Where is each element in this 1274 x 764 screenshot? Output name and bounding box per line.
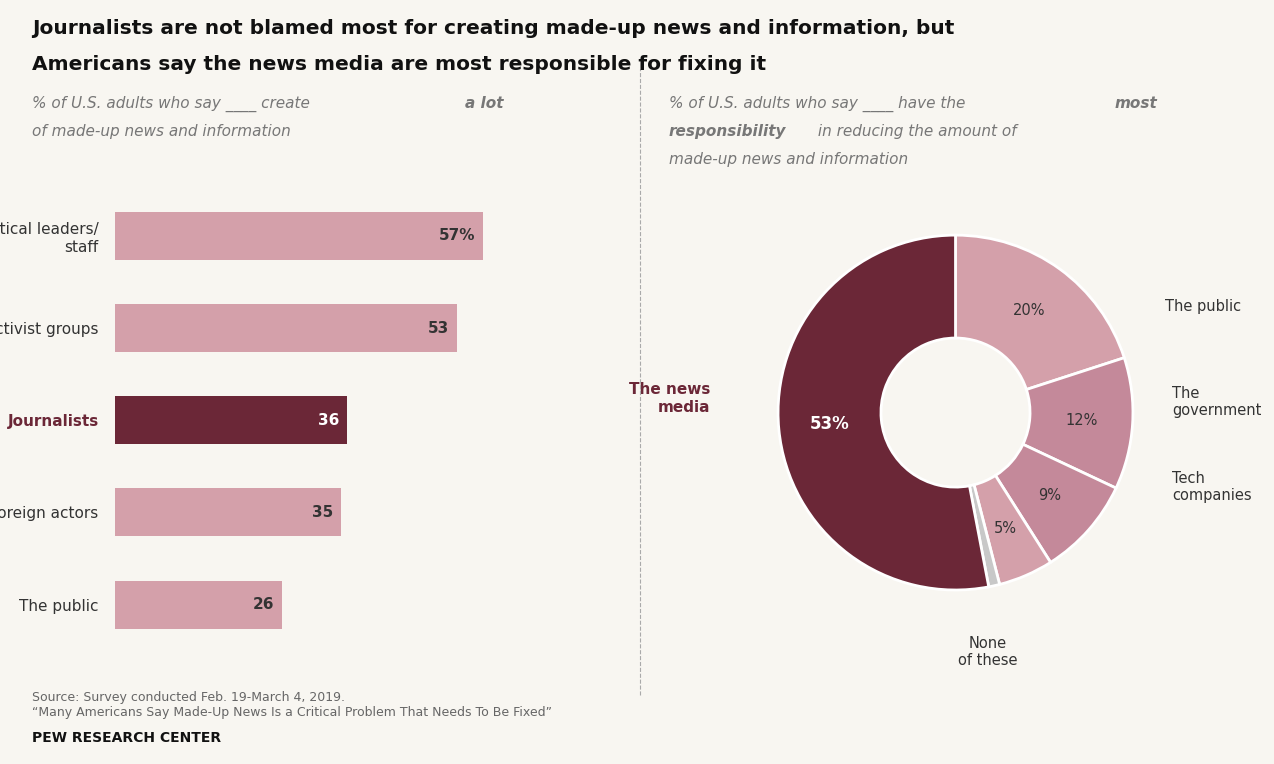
Text: The public: The public — [1164, 299, 1241, 313]
Text: 57%: 57% — [438, 228, 475, 243]
Wedge shape — [778, 235, 989, 590]
Wedge shape — [975, 475, 1051, 584]
Text: of made-up news and information: of made-up news and information — [32, 124, 290, 139]
Text: 35: 35 — [312, 505, 333, 520]
Text: 36: 36 — [318, 413, 339, 428]
Text: % of U.S. adults who say ____ create: % of U.S. adults who say ____ create — [32, 96, 315, 112]
Text: 26: 26 — [254, 597, 275, 612]
Bar — [115, 581, 283, 629]
Text: Journalists are not blamed most for creating made-up news and information, but: Journalists are not blamed most for crea… — [32, 19, 954, 38]
Text: % of U.S. adults who say ____ have the: % of U.S. adults who say ____ have the — [669, 96, 970, 112]
Text: 53%: 53% — [810, 416, 850, 433]
Text: Tech
companies: Tech companies — [1172, 471, 1251, 503]
Text: The
government: The government — [1172, 386, 1261, 418]
Text: PEW RESEARCH CENTER: PEW RESEARCH CENTER — [32, 731, 220, 745]
Wedge shape — [970, 484, 1000, 587]
Text: 9%: 9% — [1038, 488, 1061, 503]
Wedge shape — [995, 445, 1116, 562]
Bar — [115, 488, 340, 536]
Text: 12%: 12% — [1065, 413, 1097, 428]
Bar — [115, 397, 347, 444]
Text: in reducing the amount of: in reducing the amount of — [813, 124, 1017, 139]
Text: Americans say the news media are most responsible for fixing it: Americans say the news media are most re… — [32, 55, 766, 74]
Text: 53: 53 — [428, 321, 448, 335]
Bar — [115, 304, 457, 352]
Text: Source: Survey conducted Feb. 19-March 4, 2019.
“Many Americans Say Made-Up News: Source: Survey conducted Feb. 19-March 4… — [32, 691, 552, 720]
Text: 5%: 5% — [994, 521, 1017, 536]
Text: responsibility: responsibility — [669, 124, 786, 139]
Text: None
of these: None of these — [958, 636, 1017, 668]
Text: most: most — [1115, 96, 1158, 111]
Text: a lot: a lot — [465, 96, 503, 111]
Text: made-up news and information: made-up news and information — [669, 152, 908, 167]
Wedge shape — [1023, 358, 1133, 488]
Bar — [115, 212, 483, 260]
Text: 20%: 20% — [1013, 303, 1046, 318]
Wedge shape — [956, 235, 1124, 390]
Text: The news
media: The news media — [629, 382, 711, 415]
